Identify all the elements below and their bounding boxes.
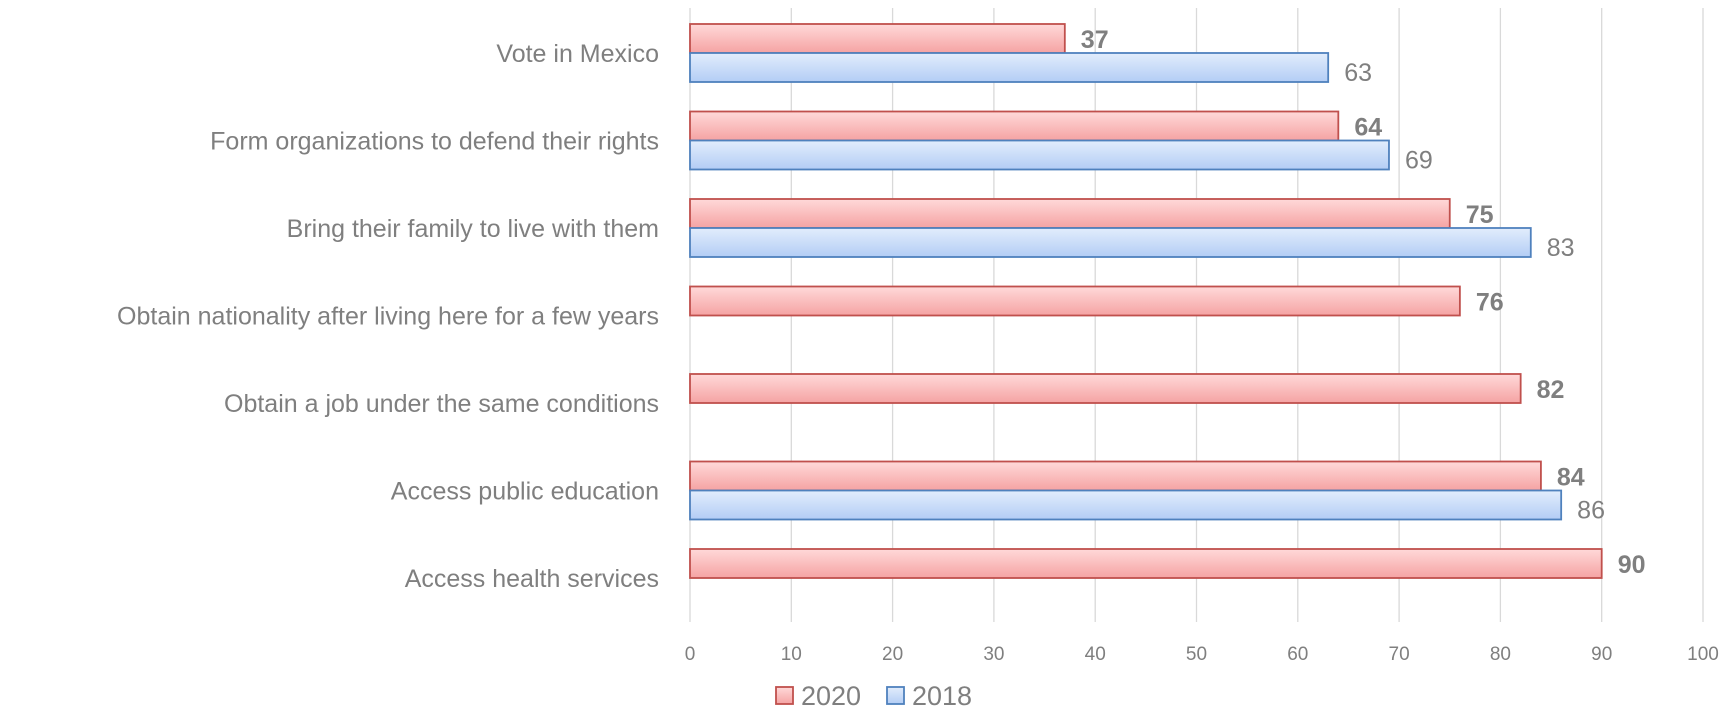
bar-2020 (689, 23, 1066, 54)
category-label: Obtain a job under the same conditions (224, 390, 659, 418)
x-tick-label: 0 (685, 644, 696, 665)
x-tick-label: 30 (983, 644, 1004, 665)
legend-swatch-2018 (886, 686, 905, 705)
bar-2020 (689, 110, 1340, 142)
data-label-2020: 82 (1537, 376, 1565, 404)
x-tick-label: 10 (781, 644, 802, 665)
legend-label-2020: 2020 (801, 681, 861, 711)
data-label-2020: 37 (1081, 26, 1109, 54)
bar-2020 (689, 198, 1451, 229)
data-label-2018: 83 (1547, 234, 1575, 262)
bars (689, 23, 1603, 579)
bar-2020 (689, 373, 1522, 404)
legend-label-2018: 2018 (912, 681, 972, 711)
category-label: Bring their family to live with them (287, 215, 659, 243)
x-tick-label: 80 (1490, 644, 1511, 665)
data-label-2018: 69 (1405, 147, 1433, 175)
data-label-2020: 90 (1618, 551, 1646, 579)
x-tick-label: 70 (1389, 644, 1410, 665)
category-label: Form organizations to defend their right… (210, 128, 659, 156)
x-tick-label: 100 (1687, 644, 1719, 665)
x-tick-label: 90 (1591, 644, 1612, 665)
x-tick-label: 40 (1085, 644, 1106, 665)
data-label-2020: 75 (1466, 201, 1494, 229)
bar-2018 (689, 139, 1390, 171)
bar-2020 (689, 548, 1603, 579)
category-label: Vote in Mexico (496, 40, 659, 68)
x-tick-label: 20 (882, 644, 903, 665)
labels: 0 10 20 30 40 50 60 70 80 90 100 Vote in Mexico 37 63… (117, 26, 1719, 665)
data-label-2020: 64 (1354, 114, 1382, 142)
data-label-2018: 86 (1577, 497, 1605, 525)
data-label-2020: 84 (1557, 464, 1585, 492)
data-label-2020: 76 (1476, 289, 1504, 317)
bar-2018 (689, 489, 1563, 521)
x-tick-label: 60 (1287, 644, 1308, 665)
bar-2020 (689, 460, 1542, 492)
bar-2018 (689, 52, 1330, 83)
category-label: Access public education (391, 478, 659, 506)
category-label: Obtain nationality after living here for… (117, 303, 659, 331)
category-label: Access health services (405, 565, 659, 593)
bar-2018 (689, 227, 1532, 258)
data-label-2018: 63 (1344, 59, 1372, 87)
x-tick-label: 50 (1186, 644, 1207, 665)
bar-2020 (689, 285, 1461, 317)
legend: 2020 2018 (775, 681, 972, 711)
legend-swatch-2020 (775, 686, 794, 705)
